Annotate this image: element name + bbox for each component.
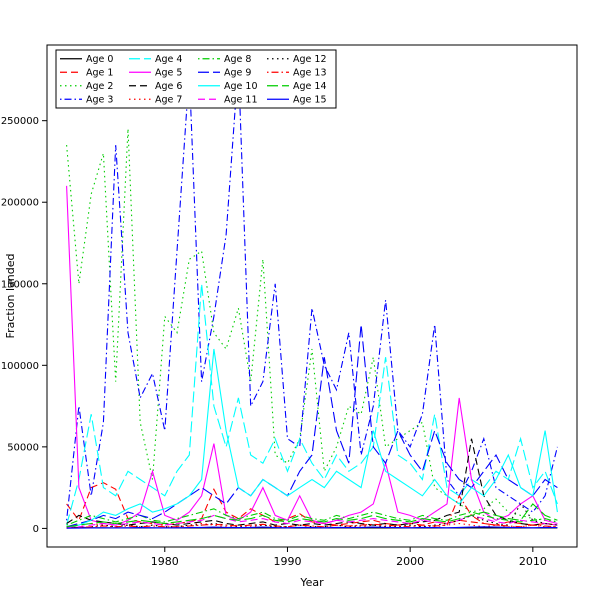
series-line-age-13: [66, 494, 558, 529]
series-lines: [66, 63, 558, 529]
legend-box: [55, 49, 337, 109]
series-line-age-10: [66, 348, 558, 529]
legend-label: Age 12: [293, 54, 326, 65]
x-axis-label: Year: [299, 576, 324, 589]
legend-entry-age-8: Age 8: [198, 54, 251, 65]
legend-entry-age-14: Age 14: [267, 81, 326, 92]
legend-entry-age-12: Age 12: [267, 54, 326, 65]
legend-label: Age 0: [86, 54, 113, 65]
x-tick-label: 2010: [519, 555, 547, 568]
legend-label: Age 10: [224, 81, 257, 92]
x-axis: 1980 1990 2000 2010 Year: [151, 547, 547, 589]
legend-label: Age 14: [293, 81, 326, 92]
legend-label: Age 11: [224, 94, 257, 105]
series-line-age-11: [66, 514, 558, 529]
y-tick-label: 200000: [1, 198, 39, 209]
series-line-age-2: [66, 128, 558, 523]
legend-label: Age 2: [86, 81, 113, 92]
y-tick-label: 0: [33, 524, 39, 535]
y-tick-label: 50000: [7, 442, 39, 453]
legend-label: Age 1: [86, 67, 113, 78]
legend-entry-age-9: Age 9: [198, 67, 251, 78]
legend-entry-age-15: Age 15: [267, 94, 326, 105]
y-tick-label: 150000: [1, 279, 39, 290]
legend-entry-age-0: Age 0: [60, 54, 113, 65]
y-tick-label: 250000: [1, 116, 39, 127]
legend-entry-age-13: Age 13: [267, 67, 326, 78]
legend-label: Age 8: [224, 54, 251, 65]
y-axis-label: Fraction landed: [4, 254, 17, 339]
legend-entry-age-4: Age 4: [129, 54, 182, 65]
legend-entry-age-11: Age 11: [198, 94, 257, 105]
legend-entry-age-1: Age 1: [60, 67, 113, 78]
series-line-age-15: [66, 526, 558, 529]
legend-label: Age 4: [155, 54, 182, 65]
y-tick-label: 100000: [1, 361, 39, 372]
x-tick-label: 2000: [396, 555, 424, 568]
legend-label: Age 9: [224, 67, 251, 78]
legend-entry-age-10: Age 10: [198, 81, 257, 92]
y-axis: 0 50000 100000 150000 200000 250000 Fraction l…: [1, 116, 47, 535]
series-line-age-4: [66, 283, 558, 526]
series-line-age-5: [66, 185, 558, 526]
legend-label: Age 5: [155, 67, 182, 78]
legend-label: Age 15: [293, 94, 326, 105]
legend-entry-age-6: Age 6: [129, 81, 182, 92]
legend-label: Age 13: [293, 67, 326, 78]
legend-label: Age 3: [86, 94, 113, 105]
legend-entry-age-5: Age 5: [129, 67, 182, 78]
series-line-age-8: [66, 508, 558, 526]
x-tick-label: 1990: [273, 555, 301, 568]
legend-entry-age-2: Age 2: [60, 81, 113, 92]
legend-label: Age 6: [155, 81, 182, 92]
legend: Age 0 Age 1 Age 2 Age 3 Age 4 Age 5 Age 6 Age 7…: [55, 49, 337, 109]
x-tick-label: 1980: [151, 555, 179, 568]
legend-label: Age 7: [155, 94, 182, 105]
legend-entry-age-3: Age 3: [60, 94, 113, 105]
legend-entry-age-7: Age 7: [129, 94, 182, 105]
series-line-age-14: [66, 503, 558, 528]
plot-box: [46, 44, 578, 548]
series-line-age-9: [66, 324, 558, 528]
series-line-age-3: [66, 63, 558, 521]
